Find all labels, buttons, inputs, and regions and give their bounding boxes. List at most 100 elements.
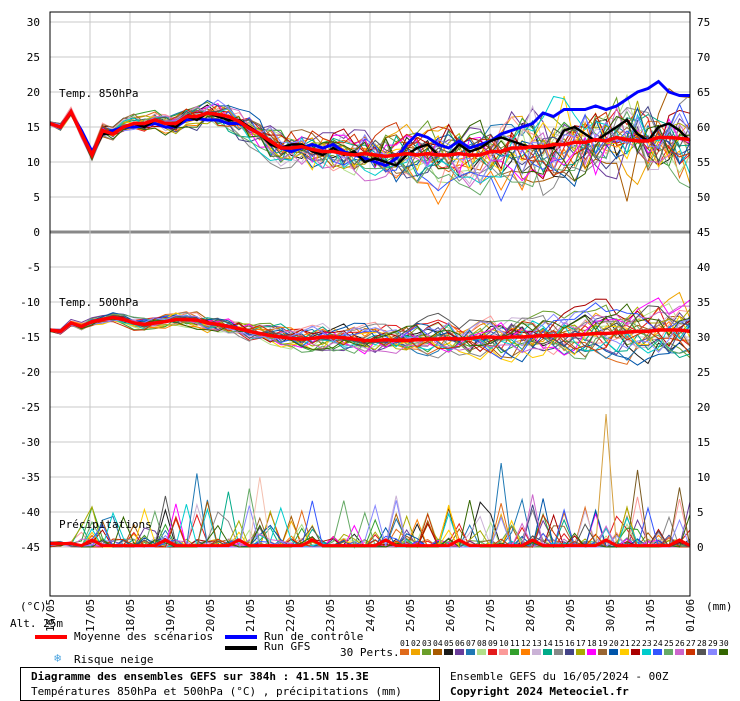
date-tick-label: 21/05 — [244, 599, 257, 632]
t850-label: Temp. 850hPa — [59, 87, 138, 100]
pert-number: 12 — [521, 639, 531, 648]
left-tick-label: -20 — [20, 366, 40, 379]
left-tick-label: 0 — [33, 226, 40, 239]
right-tick-label: 40 — [697, 261, 710, 274]
pert-swatch — [543, 649, 552, 655]
left-tick-label: -35 — [20, 471, 40, 484]
member-850-line — [49, 109, 691, 170]
date-tick-label: 22/05 — [284, 599, 297, 632]
right-tick-label: 10 — [697, 471, 710, 484]
pert-number: 01 — [400, 639, 410, 648]
t500-label: Temp. 500hPa — [59, 296, 138, 309]
pert-swatch — [532, 649, 541, 655]
copyright: Copyright 2024 Meteociel.fr — [450, 685, 629, 698]
left-tick-label: 20 — [27, 86, 40, 99]
date-tick-label: 16/05 — [44, 599, 57, 632]
right-tick-label: 35 — [697, 296, 710, 309]
pert-swatch — [433, 649, 442, 655]
member-500-line — [49, 312, 691, 363]
gfs-legend: Run GFS — [264, 640, 311, 653]
precip-spike — [185, 473, 208, 548]
pert-swatch — [587, 649, 596, 655]
pert-number: 28 — [697, 639, 707, 648]
mean-swatch — [35, 635, 67, 639]
pert-number: 13 — [532, 639, 542, 648]
date-tick-label: 19/05 — [164, 599, 177, 632]
precip-spike — [196, 501, 219, 548]
pert-swatch — [400, 649, 409, 655]
right-tick-label: 0 — [697, 541, 704, 554]
precip-spike — [437, 504, 460, 548]
left-tick-label: -40 — [20, 506, 40, 519]
pert-number: 29 — [708, 639, 718, 648]
pert-number: 24 — [653, 639, 663, 648]
left-tick-label: 10 — [27, 156, 40, 169]
pert-number: 02 — [411, 639, 421, 648]
run-info: Ensemble GEFS du 16/05/2024 - 00Z — [450, 670, 669, 683]
pert-swatch — [521, 649, 530, 655]
pert-number: 18 — [587, 639, 597, 648]
precip-spike — [490, 462, 513, 548]
pert-swatch — [466, 649, 475, 655]
right-tick-label: 45 — [697, 226, 710, 239]
pert-swatch — [697, 649, 706, 655]
pert-number: 26 — [675, 639, 685, 648]
pert-number: 20 — [609, 639, 619, 648]
pert-number: 25 — [664, 639, 674, 648]
mean-500-line — [49, 315, 691, 343]
pert-number: 19 — [598, 639, 608, 648]
date-tick-label: 31/05 — [644, 599, 657, 632]
chart-title: Diagramme des ensembles GEFS sur 384h : … — [31, 670, 369, 683]
right-unit: (mm) — [706, 600, 733, 613]
pert-number: 27 — [686, 639, 696, 648]
member-850-line — [49, 95, 691, 184]
pert-number: 21 — [620, 639, 630, 648]
pert-number: 09 — [488, 639, 498, 648]
left-tick-label: 15 — [27, 121, 40, 134]
precip-spike — [668, 487, 691, 548]
chart-grid — [49, 12, 691, 596]
precip-spike — [595, 413, 618, 548]
pert-number: 15 — [554, 639, 564, 648]
mean-850-line — [49, 108, 691, 160]
date-tick-label: 27/05 — [484, 599, 497, 632]
gfs-swatch — [225, 646, 257, 650]
right-tick-label: 20 — [697, 401, 710, 414]
perts-label: 30 Perts. — [340, 646, 400, 659]
left-tick-label: -25 — [20, 401, 40, 414]
pert-swatch — [719, 649, 728, 655]
member-500-line — [49, 309, 691, 353]
left-tick-label: 30 — [27, 16, 40, 29]
right-tick-label: 55 — [697, 156, 710, 169]
pert-swatch — [444, 649, 453, 655]
pert-number: 06 — [455, 639, 465, 648]
pert-swatch — [554, 649, 563, 655]
right-tick-label: 50 — [697, 191, 710, 204]
control-legend: Run de contrôle — [264, 630, 364, 643]
pert-number: 30 — [719, 639, 729, 648]
snowflake-icon: ❄ — [54, 651, 62, 665]
pert-swatch — [411, 649, 420, 655]
pert-number: 14 — [543, 639, 553, 648]
mean-legend: Moyenne des scénarios — [74, 630, 214, 643]
pert-number: 04 — [433, 639, 443, 648]
right-tick-label: 5 — [697, 506, 704, 519]
pert-swatch — [576, 649, 585, 655]
right-tick-label: 25 — [697, 366, 710, 379]
left-tick-label: 5 — [33, 191, 40, 204]
pert-number: 11 — [510, 639, 520, 648]
pert-number: 23 — [642, 639, 652, 648]
precip-spike — [521, 494, 544, 548]
pert-swatch — [664, 649, 673, 655]
left-tick-label: -45 — [20, 541, 40, 554]
pert-swatch — [455, 649, 464, 655]
left-tick-label: 25 — [27, 51, 40, 64]
pert-swatch — [642, 649, 651, 655]
right-tick-label: 30 — [697, 331, 710, 344]
date-tick-label: 24/05 — [364, 599, 377, 632]
precip-label: Précipitations — [59, 518, 152, 531]
member-500-line — [49, 305, 691, 354]
left-tick-label: -15 — [20, 331, 40, 344]
